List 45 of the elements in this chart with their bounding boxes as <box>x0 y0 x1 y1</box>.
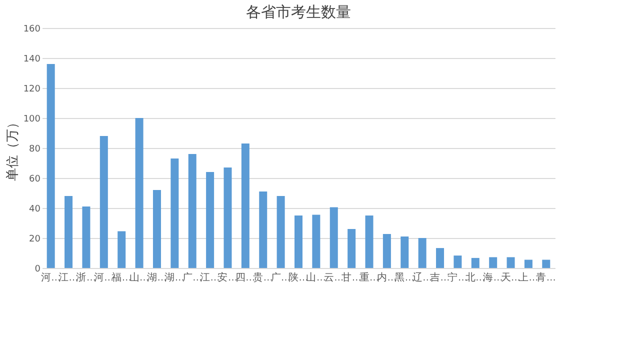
bar <box>436 248 444 268</box>
y-tick-label: 20 <box>29 234 41 244</box>
bar <box>46 64 55 268</box>
bar <box>506 257 515 268</box>
bar <box>312 214 320 268</box>
bar <box>188 154 196 268</box>
bar <box>542 260 550 268</box>
bar <box>135 118 144 268</box>
bar <box>489 257 498 268</box>
bar <box>382 234 391 268</box>
y-tick-label: 100 <box>23 114 41 124</box>
bar <box>64 196 73 268</box>
bar <box>418 238 426 268</box>
y-tick-label: 160 <box>23 24 41 34</box>
y-axis-title: 单位（万） <box>5 116 20 181</box>
bar <box>118 231 126 268</box>
bar <box>330 207 338 268</box>
bar <box>276 196 285 268</box>
bar <box>400 236 409 268</box>
bar <box>152 190 161 268</box>
bar <box>259 192 268 268</box>
x-tick-label: 云… <box>324 272 344 284</box>
bar <box>170 158 179 268</box>
y-tick-label: 0 <box>34 264 41 274</box>
bar <box>82 206 90 268</box>
chart-title: 各省市考生数量 <box>246 3 351 21</box>
bar <box>100 136 108 268</box>
bar <box>348 229 356 268</box>
bar <box>524 260 532 268</box>
bar <box>454 256 462 268</box>
bar <box>224 168 232 268</box>
x-tick-label: 青… <box>536 272 556 284</box>
bar <box>471 258 480 268</box>
bar <box>206 172 214 268</box>
y-tick-label: 120 <box>23 84 41 94</box>
y-tick-label: 80 <box>29 144 41 154</box>
bar <box>241 144 250 268</box>
x-tick-label: 安… <box>218 272 238 284</box>
bar <box>365 216 374 268</box>
x-tick-label: 天… <box>500 272 521 284</box>
bar <box>294 216 302 268</box>
x-tick-label: 重… <box>359 272 380 284</box>
y-tick-label: 60 <box>29 174 41 184</box>
y-tick-label: 40 <box>29 204 41 214</box>
y-tick-label: 140 <box>23 54 41 64</box>
